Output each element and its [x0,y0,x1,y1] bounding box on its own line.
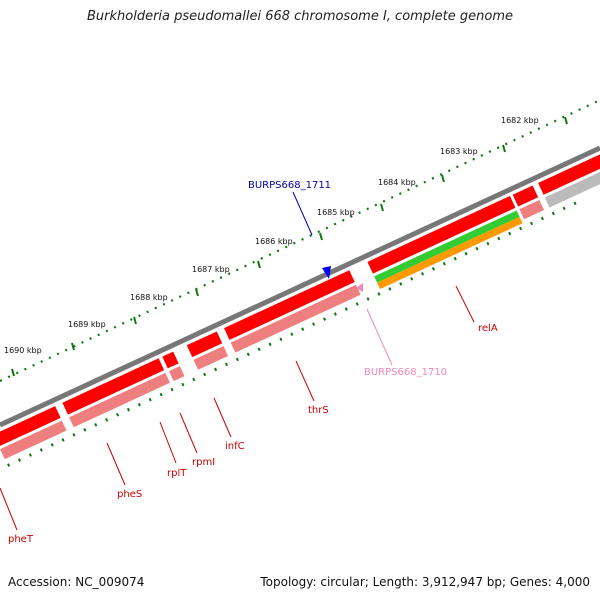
genome-backbone [0,145,600,428]
leader-pheS [106,442,126,486]
map-title: Burkholderia pseudomallei 668 chromosome… [86,9,514,24]
cds-pheS [69,382,151,428]
leader-BURPS668-1711 [292,191,313,236]
scale-major-tick [11,368,15,377]
leader-relA [455,285,475,323]
scale-label-1688: 1688 kbp [130,293,168,302]
cds-gray [544,159,600,208]
cds-rpmI [168,366,185,382]
genome-stats-label: Topology: circular; Length: 3,912,947 bp… [260,575,590,589]
BURPS668-1710-marker [356,283,363,292]
gene-pheT [0,406,61,447]
leader-BURPS668-1710 [366,308,393,366]
scale-label-1687: 1687 kbp [192,265,230,274]
scale-label-1684: 1684 kbp [378,178,416,187]
scale-ring: 1682 kbp 1683 kbp 1684 kbp 1685 kbp 1686… [0,100,599,382]
gene-label-BURPS668-1711: BURPS668_1711 [248,180,331,191]
gene-label-pheS: pheS [117,489,142,500]
scale-major-tick [380,203,384,212]
cds-small [519,200,544,220]
scale-major-tick [564,116,568,125]
feature-track [0,145,600,467]
scale-dotted-line [0,100,599,382]
cds-pheT [0,420,67,460]
cds-infC [193,345,229,370]
cds-thrS [230,284,361,353]
relA-green-track [374,210,520,283]
scale-label-1689: 1689 kbp [68,320,106,329]
gene-rplT [138,358,165,380]
gene-label-infC: infC [225,441,245,452]
leader-rplT [159,421,177,464]
gene-label-rpmI: rpmI [192,457,215,468]
scale-major-tick [257,260,261,269]
scale-major-tick [319,232,323,241]
scale-major-tick [502,144,506,153]
leader-rpmI [179,412,198,454]
gene-label-rplT: rplT [167,468,187,479]
gene-relA [367,195,516,274]
scale-label-1690: 1690 kbp [4,346,42,355]
gene-label-thrS: thrS [308,405,329,416]
leader-infC [213,397,232,438]
gene-small-1 [512,185,539,207]
scale-label-1686: 1686 kbp [255,237,293,246]
gene-thrS [224,270,355,340]
cds-rplT [145,372,170,393]
scale-label-1685: 1685 kbp [317,208,355,217]
scale-major-tick [195,288,199,297]
scale-label-1682: 1682 kbp [501,116,539,125]
scale-label-1683: 1683 kbp [440,147,478,156]
BURPS668-1711-marker [322,266,331,279]
leader-pheT [0,487,18,531]
accession-label: Accession: NC_009074 [8,575,145,589]
gene-rpmI [162,351,179,369]
gene-right [538,145,600,195]
gene-infC [186,331,223,358]
gene-label-pheT: pheT [8,534,34,545]
leader-thrS [295,360,315,402]
gene-label-BURPS668-1710: BURPS668_1710 [364,367,447,378]
label-leaders [0,191,475,531]
scale-major-tick [71,342,75,351]
gene-pheS [62,367,145,415]
relA-orange-track [377,216,523,290]
gene-label-relA: relA [478,323,498,334]
scale-major-tick [441,174,445,183]
scale-major-tick [133,316,137,325]
